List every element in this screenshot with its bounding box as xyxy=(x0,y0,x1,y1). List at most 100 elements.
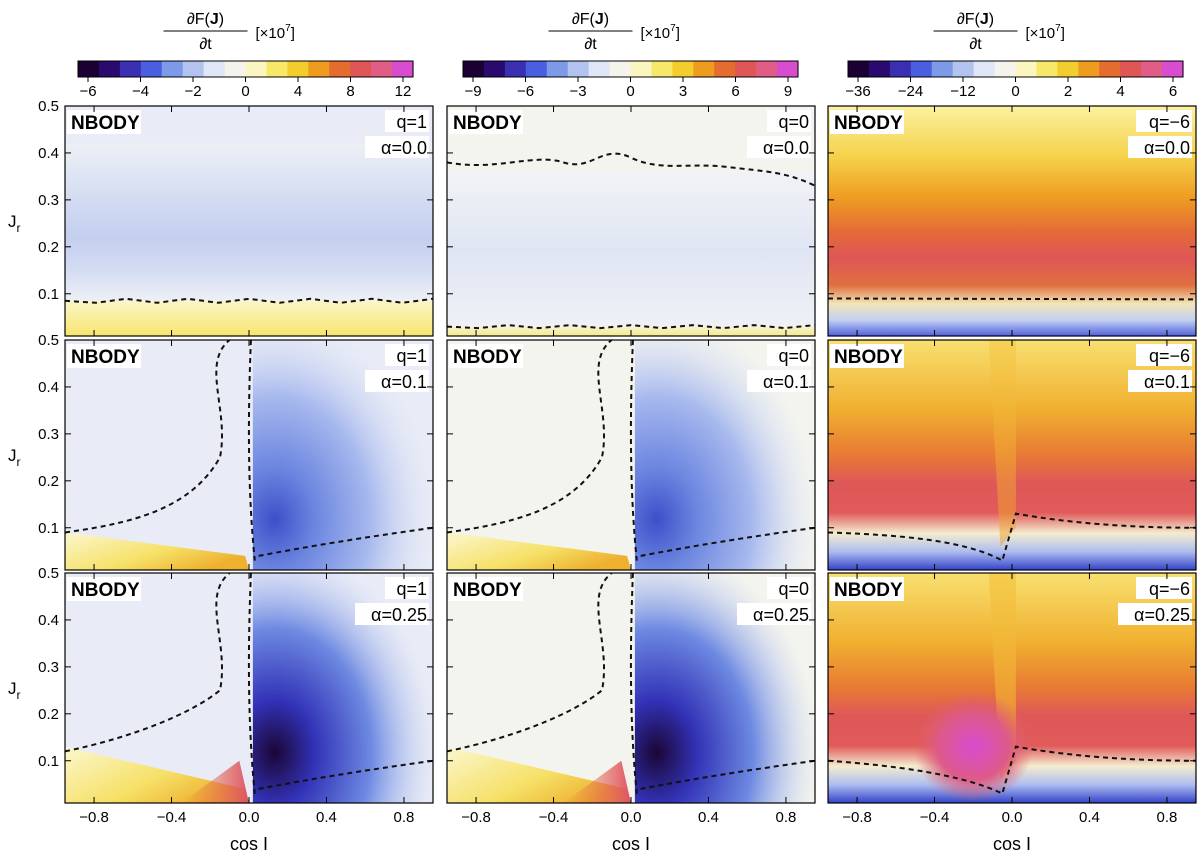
alpha-label: α=0.25 xyxy=(1134,605,1190,625)
y-tick-label: 0.3 xyxy=(38,426,59,443)
colorbar-tick-label: 12 xyxy=(395,83,412,100)
q-label: q=1 xyxy=(396,346,427,366)
label-bg xyxy=(767,577,811,599)
colorbar-tick-label: 4 xyxy=(1116,83,1124,100)
colorbar-tick-label: 0 xyxy=(241,83,249,100)
colorbar-swatch xyxy=(350,61,372,77)
x-axis-label: cos I xyxy=(230,834,268,854)
label-bg xyxy=(385,344,429,366)
x-tick-label: 0.4 xyxy=(316,809,337,826)
panel-tag-label: NBODY xyxy=(71,347,140,368)
y-tick-label: 0.5 xyxy=(38,565,59,582)
label-bg xyxy=(449,577,523,601)
label-bg xyxy=(830,577,904,601)
colorbar-swatch xyxy=(672,61,694,77)
alpha-label: α=0.0 xyxy=(763,138,809,158)
colorbar-swatch xyxy=(203,61,226,77)
y-axis-label: Jr xyxy=(8,446,21,469)
colorbar-swatch xyxy=(777,61,799,77)
colorbar-tick-label: 6 xyxy=(1169,83,1177,100)
colorbar-swatch xyxy=(1141,61,1163,77)
zero-contour-line xyxy=(65,340,231,534)
colorbar-swatch xyxy=(630,61,653,77)
panel-field xyxy=(65,573,433,803)
q-label: q=−6 xyxy=(1149,579,1190,599)
colorbar-swatch xyxy=(182,61,205,77)
colorbar-swatch xyxy=(994,61,1017,77)
panel-tag-label: NBODY xyxy=(453,113,522,134)
colorbar-tick-label: −3 xyxy=(569,83,586,100)
colorbars: ∂F(J) ∂t [×107] −6 −4 −2 0 4 8 12 ∂F(J) ∂t [×107] −9 −… xyxy=(77,11,1184,100)
label-bg xyxy=(767,110,811,132)
x-tick-label: 0.0 xyxy=(239,809,260,826)
colorbar-tick-label: 3 xyxy=(679,83,687,100)
colorbar-tick-label: −6 xyxy=(79,83,96,100)
label-bg xyxy=(365,136,429,158)
colorbar-tick-label: 2 xyxy=(1064,83,1072,100)
label-bg xyxy=(67,344,141,368)
peak-region xyxy=(913,691,1034,802)
panels: NBODY q=1 α=0.0 NBODY q=0 α=0.0 NBODY q=−6 α=0.0… xyxy=(64,105,1197,804)
colorbar-swatch xyxy=(525,61,548,77)
colorbar-swatch xyxy=(483,61,506,77)
y-axis-label: Jr xyxy=(8,212,21,235)
positive-core xyxy=(563,760,631,803)
colorbar-swatch xyxy=(952,61,975,77)
alpha-label: α=0.1 xyxy=(1144,372,1190,392)
zero-contour-line xyxy=(65,297,433,304)
x-tick-label: 0.4 xyxy=(1079,809,1100,826)
positive-core xyxy=(181,760,249,803)
label-bg xyxy=(67,110,141,134)
colorbar-title-numerator: ∂F(J) xyxy=(187,11,224,28)
alpha-label: α=0.1 xyxy=(381,372,427,392)
colorbar-swatch xyxy=(567,61,590,77)
negative-lobe xyxy=(634,573,815,803)
q-label: q=0 xyxy=(778,112,809,132)
colorbar-swatch xyxy=(287,61,309,77)
colorbar-tick-label: 4 xyxy=(294,83,302,100)
colorbar-tick-label: 0 xyxy=(1011,83,1019,100)
panel-tag-label: NBODY xyxy=(834,347,903,368)
colorbar-swatch xyxy=(308,61,330,77)
contour-panel: NBODY q=0 α=0.25 xyxy=(446,572,816,804)
panel-tag-label: NBODY xyxy=(453,347,522,368)
contour-panel: NBODY q=0 α=0.0 xyxy=(446,105,816,337)
colorbar-swatch xyxy=(756,61,778,77)
x-tick-label: 0.8 xyxy=(1157,809,1178,826)
central-feature xyxy=(988,340,1016,547)
zero-contour-line xyxy=(828,745,1196,796)
panel-field xyxy=(828,340,1196,570)
y-tick-label: 0.4 xyxy=(38,612,59,629)
alpha-label: α=0.0 xyxy=(381,138,427,158)
x-tick-label: −0.8 xyxy=(842,809,872,826)
y-tick-label: 0.5 xyxy=(38,332,59,349)
colorbar-swatch xyxy=(329,61,351,77)
colorbar-title-denominator: ∂t xyxy=(199,36,212,53)
y-tick-label: 0.2 xyxy=(38,706,59,723)
zero-contour-line xyxy=(629,340,638,561)
x-tick-label: 0.8 xyxy=(394,809,415,826)
panel-tag-label: NBODY xyxy=(453,580,522,601)
q-label: q=0 xyxy=(778,579,809,599)
y-axis-label: Jr xyxy=(8,679,21,702)
label-bg xyxy=(385,577,429,599)
panel-tag-label: NBODY xyxy=(71,113,140,134)
colorbar-swatch xyxy=(693,61,715,77)
y-tick-label: 0.5 xyxy=(38,98,59,115)
contour-panel: NBODY q=1 α=0.25 xyxy=(64,572,434,804)
label-bg xyxy=(767,344,811,366)
colorbar-swatch xyxy=(98,61,121,77)
colorbar-swatch xyxy=(463,61,485,77)
q-label: q=1 xyxy=(396,112,427,132)
q-label: q=0 xyxy=(778,346,809,366)
label-bg xyxy=(747,136,811,158)
contour-panel: NBODY q=1 α=0.0 xyxy=(64,105,434,337)
colorbar-swatch xyxy=(245,61,268,77)
negative-lobe xyxy=(634,340,815,570)
y-tick-label: 0.1 xyxy=(38,286,59,303)
contour-panel: NBODY q=0 α=0.1 xyxy=(446,339,816,571)
y-tick-label: 0.2 xyxy=(38,239,59,256)
colorbar-title-numerator: ∂F(J) xyxy=(957,11,994,28)
x-tick-label: 0.0 xyxy=(1002,809,1023,826)
colorbar-title-denominator: ∂t xyxy=(584,36,597,53)
